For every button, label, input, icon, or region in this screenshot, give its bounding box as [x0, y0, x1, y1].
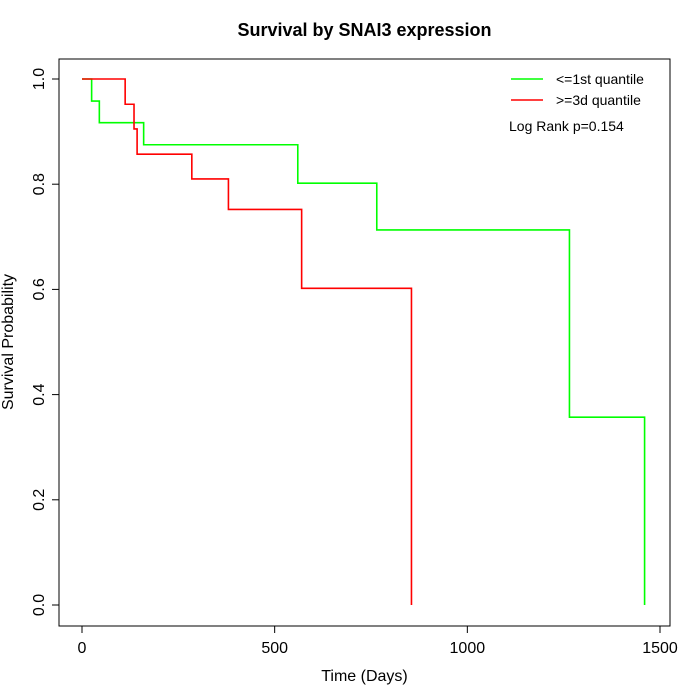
legend-label-2: >=3d quantile	[556, 92, 641, 108]
y-tick-label: 0.6	[31, 278, 48, 300]
legend: <=1st quantile >=3d quantile	[511, 71, 644, 108]
series-line-2	[82, 78, 413, 605]
log-rank-annotation: Log Rank p=0.154	[509, 118, 624, 134]
x-tick-label: 1500	[642, 640, 678, 657]
y-tick-label: 0.4	[31, 383, 48, 405]
y-tick-label: 0.8	[31, 173, 48, 195]
y-tick-label: 1.0	[31, 68, 48, 90]
y-tick-label: 0.0	[31, 594, 48, 616]
series-layer	[82, 78, 646, 605]
series-line-1	[82, 78, 646, 605]
y-axis: 0.0 0.2 0.4 0.6 0.8 1.0	[31, 68, 60, 616]
x-tick-label: 500	[261, 640, 288, 657]
legend-label-1: <=1st quantile	[556, 71, 644, 87]
chart-title: Survival by SNAI3 expression	[237, 20, 491, 40]
x-tick-label: 0	[78, 640, 87, 657]
x-tick-label: 1000	[450, 640, 486, 657]
x-axis: 0 500 1000 1500	[78, 625, 678, 657]
x-axis-label: Time (Days)	[321, 668, 408, 685]
y-axis-label: Survival Probability	[0, 274, 17, 410]
y-tick-label: 0.2	[31, 489, 48, 511]
